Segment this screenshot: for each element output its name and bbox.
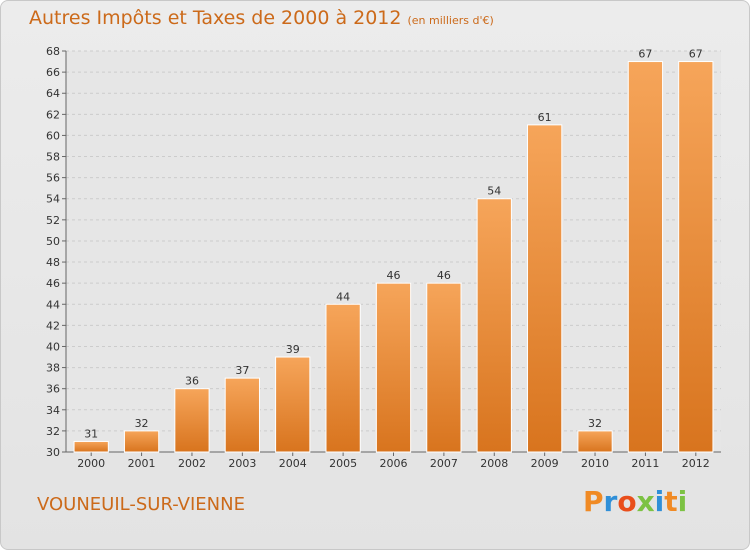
y-tick-label: 46 (46, 277, 60, 290)
data-label: 67 (689, 48, 703, 61)
y-tick-label: 66 (46, 66, 60, 79)
x-tick-label: 2012 (682, 457, 710, 470)
proxiti-logo: Proxiti (583, 485, 687, 518)
bar-2010 (577, 430, 613, 453)
data-label: 46 (437, 269, 451, 282)
bar-2004 (275, 356, 311, 453)
x-tick-label: 2010 (581, 457, 609, 470)
x-tick-label: 2004 (279, 457, 307, 470)
data-label: 32 (588, 417, 602, 430)
x-tick-label: 2002 (178, 457, 206, 470)
data-label: 46 (387, 269, 401, 282)
x-tick-label: 2011 (631, 457, 659, 470)
bar-2011 (627, 61, 664, 453)
x-tick-label: 2009 (531, 457, 559, 470)
logo-letter: r (603, 485, 618, 518)
city-name: VOUNEUIL-SUR-VIENNE (37, 494, 245, 515)
y-tick-label: 40 (46, 340, 60, 353)
bar-2012 (678, 61, 714, 453)
data-label: 39 (286, 343, 300, 356)
bar-2001 (123, 430, 160, 453)
x-tick-label: 2006 (380, 457, 408, 470)
x-tick-label: 2008 (480, 457, 508, 470)
data-label: 32 (135, 417, 149, 430)
y-tick-label: 58 (46, 151, 60, 164)
y-tick-label: 68 (46, 45, 60, 58)
logo-letter: x (636, 485, 655, 518)
y-tick-label: 56 (46, 172, 60, 185)
y-tick-label: 42 (46, 319, 60, 332)
data-label: 44 (336, 290, 350, 303)
labels: 30 32 34 36 38 40 42 44 46 48 50 52 54 56 58 60 62 64 66 68… (46, 45, 710, 470)
y-tick-label: 44 (46, 298, 60, 311)
x-tick-label: 2000 (77, 457, 105, 470)
logo-letter: o (617, 485, 637, 518)
y-tick-label: 52 (46, 214, 60, 227)
x-tick-label: 2001 (128, 457, 156, 470)
logo-letter: t (664, 485, 678, 518)
data-label: 54 (487, 185, 501, 198)
bar-2009 (527, 124, 563, 453)
logo-letter: i (654, 485, 665, 518)
chart-title-block: Autres Impôts et Taxes de 2000 à 2012 (en… (29, 7, 494, 29)
data-label: 61 (538, 111, 552, 124)
y-tick-label: 60 (46, 129, 60, 142)
y-tick-label: 50 (46, 235, 60, 248)
y-tick-label: 36 (46, 383, 60, 396)
data-label: 31 (84, 427, 98, 440)
data-label: 37 (235, 364, 249, 377)
y-tick-label: 54 (46, 193, 60, 206)
x-tick-label: 2005 (329, 457, 357, 470)
logo-letter: P (583, 485, 604, 518)
y-tick-label: 30 (46, 446, 60, 459)
data-label: 36 (185, 375, 199, 388)
y-tick-label: 64 (46, 87, 60, 100)
x-tick-label: 2003 (228, 457, 256, 470)
logo-letter: i (677, 485, 688, 518)
bar-2005 (325, 303, 361, 453)
bar-2003 (224, 377, 260, 453)
data-label: 67 (638, 48, 652, 61)
y-tick-label: 32 (46, 425, 60, 438)
y-tick-label: 38 (46, 362, 60, 375)
bar-2007 (426, 282, 462, 453)
y-tick-label: 48 (46, 256, 60, 269)
y-tick-label: 62 (46, 108, 60, 121)
bars (73, 61, 714, 453)
bar-2008 (476, 198, 512, 453)
y-tick-label: 34 (46, 404, 60, 417)
bar-2000 (73, 440, 109, 453)
chart-subtitle: (en milliers d'€) (407, 14, 494, 27)
bar-2006 (375, 282, 412, 453)
x-tick-label: 2007 (430, 457, 458, 470)
bar-2002 (174, 388, 210, 453)
chart-title: Autres Impôts et Taxes de 2000 à 2012 (29, 7, 402, 29)
